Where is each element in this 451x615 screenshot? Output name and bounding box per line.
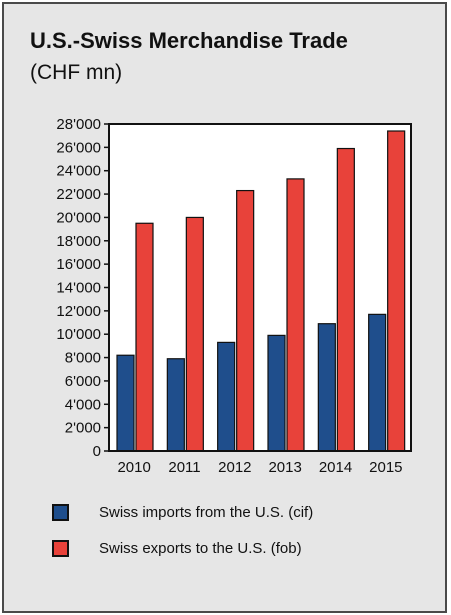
x-tick-label: 2014 [319, 459, 352, 476]
y-tick-label: 6'000 [65, 373, 101, 390]
bar-imports-2014 [317, 323, 336, 452]
y-tick-label: 20'000 [56, 209, 101, 226]
y-tick-label: 4'000 [65, 396, 101, 413]
x-tick-label: 2011 [168, 459, 200, 476]
y-tick-label: 10'000 [56, 326, 101, 343]
bar-imports-2015 [368, 313, 387, 452]
bar-exports-2012 [236, 189, 255, 452]
y-tick-label: 12'000 [56, 303, 101, 320]
plot-area [109, 124, 411, 451]
bar-exports-2011 [185, 216, 204, 452]
y-tick-label: 16'000 [56, 256, 101, 273]
legend-swatch-exports [52, 539, 69, 557]
y-tick-label: 0 [93, 443, 101, 460]
y-tick-label: 22'000 [56, 186, 101, 203]
bar-exports-2010 [135, 222, 154, 452]
plot-frame [108, 123, 412, 452]
bar-exports-2013 [286, 178, 305, 452]
x-tick-label: 2010 [117, 459, 150, 476]
x-tick-label: 2015 [369, 459, 402, 476]
y-tick-label: 26'000 [56, 139, 101, 156]
legend-swatch-imports [52, 503, 69, 521]
y-tick-label: 28'000 [56, 116, 101, 133]
bar-exports-2015 [387, 130, 406, 452]
y-tick-label: 24'000 [56, 163, 101, 180]
y-tick-label: 18'000 [56, 233, 101, 250]
chart-subtitle: (CHF mn) [30, 61, 123, 84]
y-tick-label: 14'000 [56, 280, 101, 297]
bar-imports-2010 [116, 354, 135, 452]
bar-exports-2014 [336, 147, 355, 452]
y-tick-label: 8'000 [65, 350, 101, 367]
x-tick-label: 2012 [218, 459, 251, 476]
bar-imports-2011 [166, 358, 185, 452]
legend-label-exports: Swiss exports to the U.S. (fob) [99, 539, 302, 557]
legend-item-exports: Swiss exports to the U.S. (fob) [52, 538, 302, 558]
y-tick-label: 2'000 [65, 420, 101, 437]
bar-imports-2012 [217, 341, 236, 452]
legend-label-imports: Swiss imports from the U.S. (cif) [99, 503, 314, 521]
legend-item-imports: Swiss imports from the U.S. (cif) [52, 502, 313, 522]
x-tick-label: 2013 [268, 459, 301, 476]
chart-title: U.S.-Swiss Merchandise Trade [30, 28, 348, 53]
bar-imports-2013 [267, 334, 286, 452]
